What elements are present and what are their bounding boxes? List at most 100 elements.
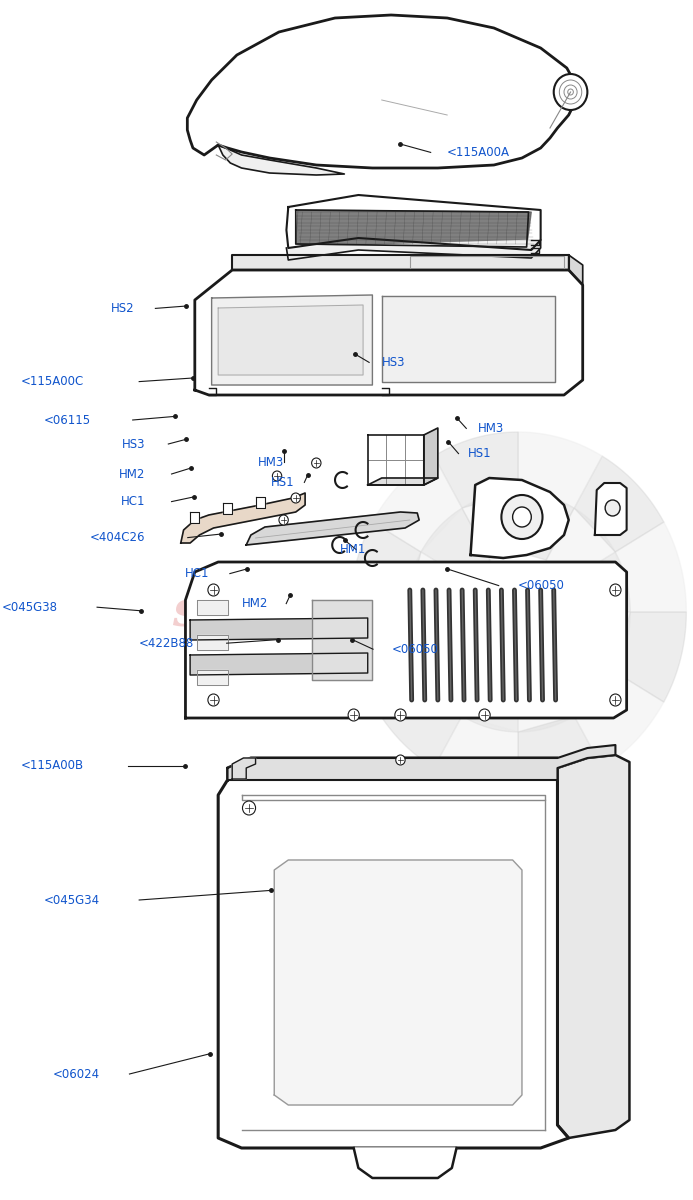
Polygon shape	[223, 503, 232, 514]
Polygon shape	[567, 552, 630, 612]
Text: <115A00B: <115A00B	[21, 760, 84, 772]
Circle shape	[554, 74, 588, 110]
Circle shape	[396, 755, 405, 766]
Polygon shape	[195, 270, 583, 395]
Polygon shape	[274, 860, 522, 1105]
Polygon shape	[462, 492, 518, 560]
Text: <115A00A: <115A00A	[447, 146, 510, 158]
Text: <045G34: <045G34	[44, 894, 100, 906]
Text: <06115: <06115	[44, 414, 91, 426]
Text: <045G38: <045G38	[2, 601, 58, 613]
Polygon shape	[567, 612, 630, 672]
Text: HC1: HC1	[184, 568, 209, 580]
Text: HM2: HM2	[243, 598, 269, 610]
Polygon shape	[190, 653, 368, 674]
Text: HS1: HS1	[468, 448, 491, 460]
Polygon shape	[227, 745, 615, 780]
Text: HS3: HS3	[382, 356, 405, 368]
Circle shape	[348, 709, 359, 721]
Circle shape	[479, 709, 490, 721]
Polygon shape	[368, 434, 424, 485]
Polygon shape	[187, 14, 576, 168]
Polygon shape	[421, 642, 490, 716]
Polygon shape	[615, 522, 686, 612]
Polygon shape	[471, 478, 569, 558]
Polygon shape	[190, 512, 200, 523]
Polygon shape	[421, 508, 490, 582]
Polygon shape	[181, 493, 305, 542]
Polygon shape	[218, 305, 363, 374]
Polygon shape	[286, 194, 541, 250]
Text: <115A00C: <115A00C	[21, 376, 84, 388]
Polygon shape	[372, 456, 462, 552]
Polygon shape	[218, 145, 344, 175]
Circle shape	[243, 802, 256, 815]
Circle shape	[610, 584, 621, 596]
Polygon shape	[518, 716, 602, 792]
Text: HS2: HS2	[111, 302, 134, 314]
Polygon shape	[518, 492, 574, 560]
Circle shape	[279, 515, 288, 526]
Polygon shape	[574, 456, 664, 552]
Polygon shape	[296, 210, 532, 247]
Text: <404C26: <404C26	[90, 532, 146, 544]
Text: HM3: HM3	[257, 456, 283, 468]
Text: car parts: car parts	[215, 641, 342, 667]
Polygon shape	[424, 428, 438, 485]
Polygon shape	[406, 552, 470, 612]
Text: HC1: HC1	[121, 496, 146, 508]
Circle shape	[208, 694, 219, 706]
Polygon shape	[406, 612, 470, 672]
Polygon shape	[218, 758, 569, 1148]
Polygon shape	[574, 672, 664, 768]
Polygon shape	[569, 254, 583, 284]
Circle shape	[610, 694, 621, 706]
Circle shape	[272, 470, 282, 481]
Circle shape	[208, 584, 219, 596]
Text: <06024: <06024	[53, 1068, 100, 1080]
Polygon shape	[518, 664, 574, 732]
Circle shape	[605, 500, 620, 516]
Polygon shape	[197, 600, 227, 614]
Polygon shape	[546, 642, 615, 716]
Polygon shape	[462, 664, 518, 732]
Text: <422B88: <422B88	[139, 637, 194, 649]
Polygon shape	[197, 635, 227, 650]
Polygon shape	[256, 497, 265, 508]
Circle shape	[513, 506, 532, 527]
Polygon shape	[546, 508, 615, 582]
Circle shape	[312, 458, 321, 468]
Text: HS1: HS1	[271, 476, 295, 488]
Polygon shape	[186, 562, 626, 718]
Polygon shape	[368, 478, 438, 485]
Circle shape	[395, 709, 406, 721]
Polygon shape	[197, 670, 227, 685]
Polygon shape	[286, 240, 541, 260]
Polygon shape	[372, 672, 462, 768]
Text: HM1: HM1	[340, 544, 366, 556]
Text: <06050: <06050	[518, 580, 565, 592]
Polygon shape	[312, 600, 372, 680]
Polygon shape	[382, 296, 554, 382]
Polygon shape	[518, 432, 602, 508]
Polygon shape	[557, 755, 629, 1138]
Polygon shape	[232, 758, 256, 779]
Polygon shape	[246, 512, 419, 545]
Polygon shape	[595, 482, 626, 535]
Circle shape	[502, 494, 543, 539]
Text: HS3: HS3	[122, 438, 146, 450]
Text: <06050: <06050	[392, 643, 439, 655]
Polygon shape	[434, 716, 518, 792]
Circle shape	[291, 493, 301, 503]
Polygon shape	[434, 432, 518, 508]
Text: scuderia: scuderia	[172, 588, 411, 636]
Polygon shape	[211, 295, 372, 385]
Polygon shape	[190, 618, 368, 640]
Polygon shape	[615, 612, 686, 702]
Text: HM3: HM3	[478, 422, 505, 434]
Polygon shape	[350, 612, 421, 702]
Polygon shape	[350, 522, 421, 612]
Text: HM2: HM2	[119, 468, 146, 480]
Polygon shape	[353, 1148, 457, 1178]
Polygon shape	[232, 254, 569, 270]
